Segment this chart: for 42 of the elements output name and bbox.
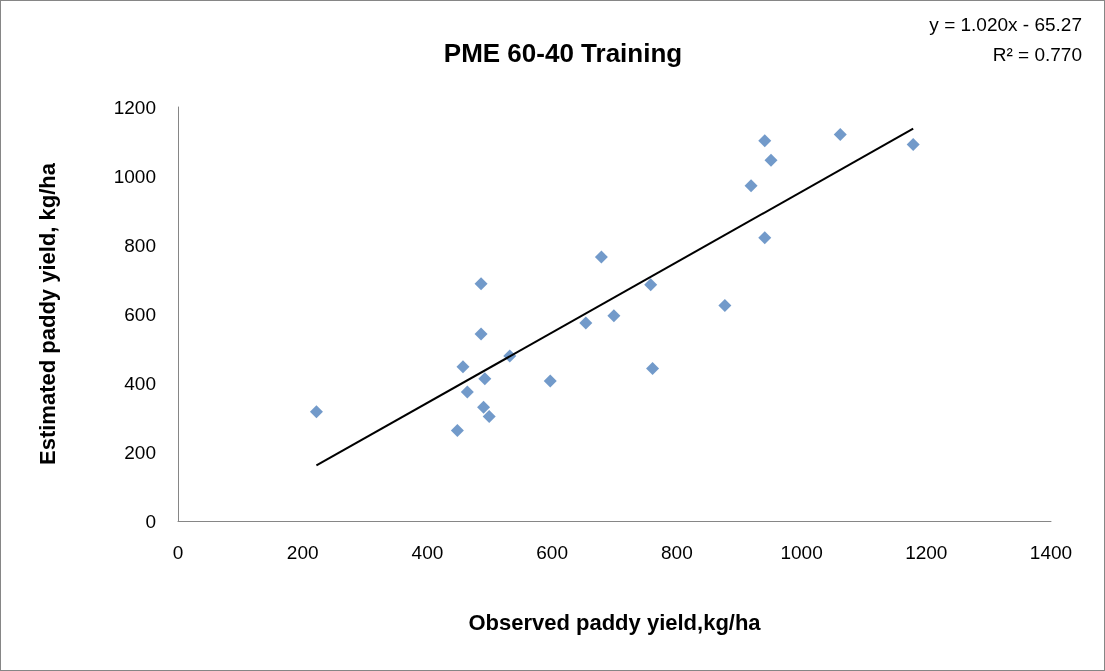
point	[474, 277, 488, 291]
x-tick-label: 1400	[1029, 542, 1073, 563]
text: y = 1.020x - 65.27	[929, 14, 1082, 35]
point	[833, 128, 847, 142]
point	[758, 134, 772, 148]
point	[456, 360, 470, 374]
x-tick-label: 400	[411, 542, 444, 563]
point	[460, 385, 474, 399]
y-tick-label: 400	[124, 372, 156, 394]
point	[474, 327, 488, 341]
point	[579, 316, 593, 330]
point	[450, 424, 464, 438]
point	[594, 250, 608, 264]
point	[646, 362, 660, 376]
point	[607, 309, 621, 323]
point	[758, 231, 772, 245]
y-tick-label: 0	[145, 510, 156, 532]
point	[644, 278, 658, 292]
y-tick-label: 1200	[113, 96, 156, 118]
text: R² = 0.770	[992, 44, 1082, 65]
point	[478, 372, 492, 386]
point	[764, 153, 778, 167]
point	[718, 298, 732, 312]
chart-title: PME 60-40 Training	[443, 38, 683, 68]
x-tick-label: 200	[286, 542, 319, 563]
y-tick-label: 800	[124, 234, 156, 256]
point	[906, 138, 920, 152]
x-axis-title: Observed paddy yield,kg/ha	[468, 609, 762, 635]
y-tick-label: 1000	[113, 165, 156, 187]
y-axis-title: Estimated paddy yield, kg/ha	[34, 162, 60, 465]
y-tick-label: 600	[124, 303, 156, 325]
y-tick-label: 200	[124, 441, 156, 463]
point	[744, 179, 758, 193]
point	[482, 409, 496, 423]
point	[309, 405, 323, 419]
x-tick-label: 600	[536, 542, 568, 563]
x-tick-label: 0	[172, 542, 184, 563]
point	[477, 400, 491, 414]
point	[543, 374, 557, 388]
x-tick-label: 800	[661, 542, 693, 563]
x-tick-label: 1200	[905, 542, 948, 563]
x-tick-label: 1000	[780, 542, 823, 563]
